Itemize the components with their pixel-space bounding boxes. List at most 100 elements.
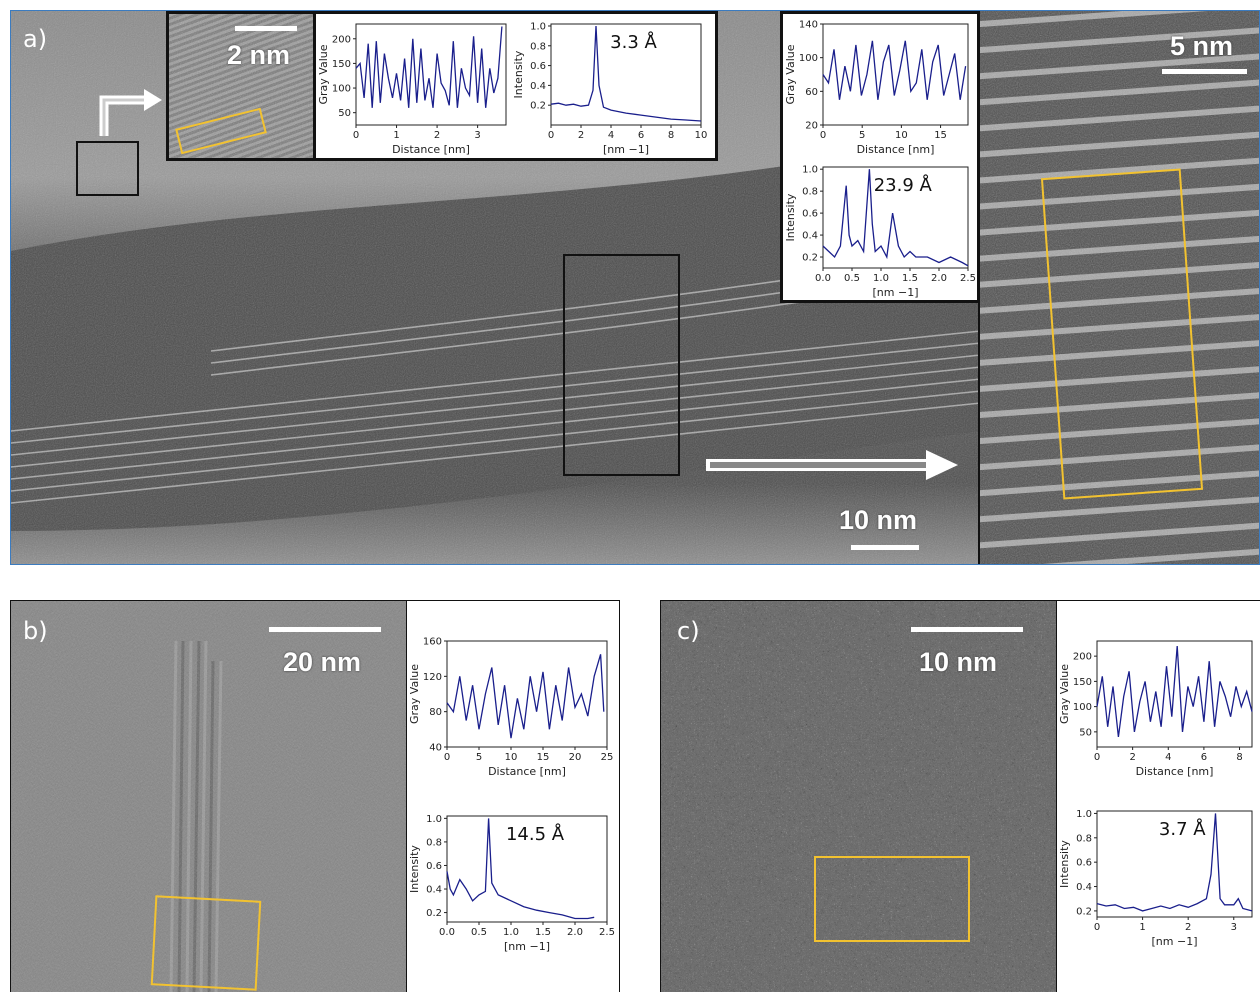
x-tick-label: 2.5 xyxy=(960,273,976,284)
x-tick-label: 15 xyxy=(934,130,947,141)
y-tick-label: 0.6 xyxy=(426,861,442,872)
series-line xyxy=(446,654,605,739)
scalebar-inset-right xyxy=(1162,69,1247,74)
y-tick-label: 20 xyxy=(805,121,818,132)
x-tick-label: 1 xyxy=(393,130,399,141)
scalebar-inset-left xyxy=(235,26,297,31)
y-tick-label: 100 xyxy=(799,53,818,64)
y-tick-label: 1.0 xyxy=(1076,809,1092,820)
y-tick-label: 1.0 xyxy=(426,814,442,825)
x-tick-label: 2 xyxy=(1185,922,1191,933)
y-tick-label: 0.8 xyxy=(426,837,442,848)
x-tick-label: 2.0 xyxy=(931,273,947,284)
x-axis-label: Distance [nm] xyxy=(392,143,470,156)
y-tick-label: 60 xyxy=(805,87,818,98)
y-tick-label: 40 xyxy=(429,743,442,754)
x-tick-label: 0 xyxy=(1094,752,1100,763)
series-line xyxy=(446,818,595,920)
chart-c2: 0 1 2 3 0.2 0.4 0.6 0.8 1.0 [nm −1] Intensity 3.7 Å xyxy=(1058,809,1253,948)
plot-frame xyxy=(446,815,608,923)
x-tick-label: 1.5 xyxy=(902,273,918,284)
x-axis-label: [nm −1] xyxy=(504,940,550,953)
x-tick-label: 6 xyxy=(1201,752,1207,763)
peak-annotation: 14.5 Å xyxy=(506,823,565,845)
x-tick-label: 0.0 xyxy=(439,927,455,938)
chart-a3: 0 5 10 15 20 60 100 140 Distance [nm] Gray Value xyxy=(784,20,969,156)
peak-annotation: 3.7 Å xyxy=(1159,818,1206,840)
y-tick-label: 120 xyxy=(423,672,442,683)
chart-a4: 0.0 0.5 1.0 1.5 2.0 2.5 0.2 0.4 0.6 0.8 1.0 [nm −1]… xyxy=(784,165,976,299)
tem-image-c: c) 10 nm xyxy=(661,601,1056,992)
y-tick-label: 0.4 xyxy=(426,885,442,896)
y-tick-label: 0.2 xyxy=(802,253,818,264)
x-tick-label: 10 xyxy=(695,130,708,141)
x-tick-label: 0 xyxy=(548,130,554,141)
x-tick-label: 2 xyxy=(1129,752,1135,763)
x-tick-label: 5 xyxy=(476,752,482,763)
tem-inset-right: 5 nm xyxy=(978,11,1259,564)
highlight-box-c xyxy=(814,856,970,942)
y-tick-label: 50 xyxy=(1079,727,1092,738)
scalebar-main xyxy=(851,545,919,550)
scalebar-label-main: 10 nm xyxy=(839,505,918,535)
plot-frame xyxy=(822,166,969,269)
x-tick-label: 0 xyxy=(353,130,359,141)
y-axis-label: Gray Value xyxy=(317,44,330,104)
x-axis-label: [nm −1] xyxy=(873,286,919,299)
y-axis-label: Intensity xyxy=(512,50,525,98)
scalebar-label-c: 10 nm xyxy=(919,647,998,677)
x-tick-label: 6 xyxy=(638,130,644,141)
x-tick-label: 5 xyxy=(859,130,865,141)
y-tick-label: 0.4 xyxy=(802,231,818,242)
x-tick-label: 3 xyxy=(1231,922,1237,933)
x-tick-label: 1.0 xyxy=(873,273,889,284)
plot-panel-a-right: 0 5 10 15 20 60 100 140 Distance [nm] Gray Value … xyxy=(780,11,980,303)
series-line xyxy=(355,26,503,108)
panel-label-b: b) xyxy=(23,617,48,645)
plot-frame xyxy=(446,640,608,748)
y-tick-label: 0.6 xyxy=(530,61,546,72)
plot-frame xyxy=(1096,640,1253,748)
y-tick-label: 100 xyxy=(332,84,351,95)
panel-a: a) 10 nm 2 nm 0 1 2 3 50 100 150 200 Distance [n… xyxy=(10,10,1260,565)
series-line xyxy=(1096,645,1253,737)
y-tick-label: 160 xyxy=(423,637,442,648)
x-tick-label: 2.5 xyxy=(599,927,615,938)
x-tick-label: 1.5 xyxy=(535,927,551,938)
x-axis-label: Distance [nm] xyxy=(1136,765,1214,778)
y-axis-label: Gray Value xyxy=(784,44,797,104)
x-tick-label: 15 xyxy=(537,752,550,763)
chart-c1: 0 2 4 6 8 50 100 150 200 Distance [nm] Gray Value xyxy=(1058,640,1253,778)
y-tick-label: 200 xyxy=(1073,652,1092,663)
plot-panel-b: 0 5 10 15 20 25 40 80 120 160 Distance [nm] Gray Va… xyxy=(406,601,619,992)
scalebar-c xyxy=(911,627,1023,632)
y-axis-label: Intensity xyxy=(1058,840,1071,888)
peak-annotation: 23.9 Å xyxy=(874,174,933,196)
chart-a2: 0 2 4 6 8 10 0.2 0.4 0.6 0.8 1.0 [nm −1] Intensity 3.… xyxy=(512,21,708,156)
region-box-large xyxy=(563,254,680,476)
y-tick-label: 0.4 xyxy=(530,81,546,92)
x-tick-label: 0.5 xyxy=(471,927,487,938)
x-tick-label: 2 xyxy=(578,130,584,141)
y-tick-label: 0.8 xyxy=(1076,833,1092,844)
y-tick-label: 0.6 xyxy=(802,209,818,220)
arrow-up-right-icon xyxy=(99,89,162,136)
panel-label-a: a) xyxy=(23,25,48,53)
y-tick-label: 0.8 xyxy=(802,187,818,198)
panel-label-c: c) xyxy=(677,617,700,645)
x-tick-label: 10 xyxy=(505,752,518,763)
x-tick-label: 8 xyxy=(1236,752,1242,763)
series-line xyxy=(1096,813,1253,912)
x-tick-label: 8 xyxy=(668,130,674,141)
plot-frame xyxy=(822,23,969,126)
chart-b1: 0 5 10 15 20 25 40 80 120 160 Distance [nm] Gray Va… xyxy=(408,637,613,779)
plot-frame xyxy=(355,23,507,126)
y-tick-label: 1.0 xyxy=(530,21,546,32)
plot-panel-c: 0 2 4 6 8 50 100 150 200 Distance [nm] Gray Value … xyxy=(1056,601,1260,992)
y-tick-label: 0.2 xyxy=(426,908,442,919)
y-tick-label: 200 xyxy=(332,34,351,45)
x-tick-label: 0 xyxy=(820,130,826,141)
x-axis-label: [nm −1] xyxy=(1152,935,1198,948)
y-tick-label: 1.0 xyxy=(802,165,818,176)
tem-inset-left: 2 nm xyxy=(166,11,316,161)
